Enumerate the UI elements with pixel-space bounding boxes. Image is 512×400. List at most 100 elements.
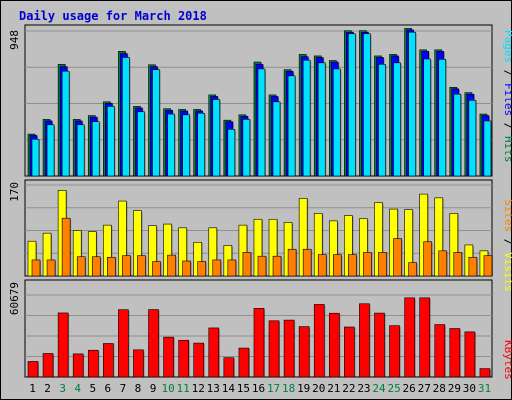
bar-sites-day-29 [453, 252, 463, 277]
bar-pages-day-11 [182, 114, 190, 177]
bar-kbytes-day-20 [313, 304, 325, 378]
bar-pages-day-31 [483, 120, 492, 177]
bar-sites-day-24 [378, 252, 387, 277]
x-tick-label-day-17: 17 [267, 382, 280, 395]
bar-pages-day-4 [76, 124, 85, 177]
x-tick-label-day-16: 16 [252, 382, 265, 395]
legend-separator: / [502, 116, 512, 136]
x-tick-label-day-27: 27 [418, 382, 431, 395]
bar-sites-day-20 [317, 254, 327, 277]
legend-label-kbytes: KBytes [502, 340, 512, 380]
bar-sites-day-17 [272, 255, 282, 277]
x-tick-label-day-18: 18 [282, 382, 295, 395]
bar-kbytes-day-15 [238, 347, 250, 378]
bar-sites-day-4 [76, 256, 86, 277]
bar-pages-day-17 [272, 101, 281, 177]
x-tick-label-day-15: 15 [237, 382, 250, 395]
bar-sites-day-27 [423, 241, 432, 277]
chart-panel-kbytes: 60679 KBytes [8, 279, 512, 380]
bar-sites-day-21 [332, 254, 342, 277]
bar-sites-day-18 [287, 248, 297, 277]
x-tick-label-day-11: 11 [177, 382, 190, 395]
bar-sites-day-14 [227, 259, 237, 277]
bar-kbytes-day-29 [449, 328, 461, 378]
bar-pages-day-25 [393, 62, 401, 177]
bar-pages-day-7 [122, 57, 130, 177]
bar-kbytes-day-5 [87, 349, 99, 378]
bar-sites-day-26 [408, 262, 417, 277]
bar-sites-day-25 [393, 238, 402, 277]
x-tick-label-day-9: 9 [150, 382, 157, 395]
bar-pages-day-1 [31, 138, 40, 177]
x-tick-label-day-31: 31 [478, 382, 491, 395]
bar-kbytes-day-23 [359, 303, 370, 378]
x-tick-label-day-25: 25 [387, 382, 400, 395]
bar-pages-day-27 [423, 58, 431, 177]
x-tick-label-day-1: 1 [29, 382, 36, 395]
bar-kbytes-day-30 [464, 331, 476, 378]
x-tick-label-day-2: 2 [44, 382, 51, 395]
bar-sites-day-5 [91, 256, 101, 277]
bar-kbytes-day-18 [283, 319, 295, 378]
x-tick-label-day-8: 8 [135, 382, 142, 395]
legend-separator: / [502, 232, 512, 252]
bar-pages-day-21 [332, 68, 341, 177]
x-tick-label-day-26: 26 [403, 382, 416, 395]
bar-pages-day-12 [197, 112, 206, 177]
bar-sites-day-9 [152, 261, 161, 277]
bar-kbytes-day-16 [253, 308, 265, 378]
bar-kbytes-day-17 [268, 320, 280, 378]
bar-pages-day-20 [317, 62, 326, 177]
chart-panel-visits-sites: 170 Sites / Visits [8, 179, 512, 292]
bar-pages-day-30 [468, 99, 477, 177]
x-tick-label-day-20: 20 [312, 382, 325, 395]
bar-pages-day-19 [302, 59, 311, 177]
bar-pages-day-13 [212, 99, 221, 177]
bar-pages-day-24 [378, 64, 386, 177]
bar-sites-day-2 [46, 259, 56, 277]
bar-sites-day-7 [122, 255, 131, 277]
bar-pages-day-28 [438, 58, 447, 177]
legend-label-hits-files-pages: Pages / Files / Hits [502, 30, 512, 163]
bar-kbytes-day-28 [434, 324, 446, 378]
bar-sites-day-13 [212, 259, 222, 277]
x-tick-label-day-23: 23 [357, 382, 370, 395]
bar-kbytes-day-21 [328, 312, 340, 378]
bar-kbytes-day-27 [419, 297, 430, 378]
x-tick-label-day-24: 24 [372, 382, 386, 395]
y-axis-max-label-hits-files-pages: 948 [8, 30, 21, 50]
bar-pages-day-16 [257, 68, 266, 177]
x-tick-label-day-12: 12 [192, 382, 205, 395]
bar-sites-day-1 [31, 259, 41, 277]
bar-pages-day-10 [167, 113, 175, 177]
bar-sites-day-23 [363, 252, 372, 277]
x-tick-label-day-6: 6 [105, 382, 112, 395]
x-tick-label-day-3: 3 [59, 382, 66, 395]
bar-pages-day-23 [363, 33, 371, 177]
bar-sites-day-16 [257, 255, 267, 277]
bar-pages-day-15 [242, 119, 251, 177]
bar-kbytes-day-9 [148, 309, 159, 378]
bar-pages-day-9 [152, 69, 160, 177]
bar-sites-day-10 [167, 254, 176, 277]
bar-sites-day-6 [107, 256, 116, 277]
bar-kbytes-day-24 [374, 312, 385, 378]
bar-kbytes-day-19 [298, 326, 310, 378]
x-tick-label-day-28: 28 [433, 382, 446, 395]
bar-sites-day-11 [182, 260, 191, 277]
bar-pages-day-6 [107, 106, 115, 177]
bar-kbytes-day-25 [389, 325, 400, 378]
bar-kbytes-day-12 [193, 342, 205, 378]
y-axis-max-label-visits-sites: 170 [8, 182, 21, 202]
bar-pages-day-2 [46, 124, 55, 177]
bar-kbytes-day-11 [178, 339, 189, 378]
bar-pages-day-5 [91, 121, 100, 177]
legend-entry-pages: Pages [502, 30, 512, 63]
legend-entry-sites: Sites [502, 199, 512, 232]
bar-kbytes-day-8 [133, 349, 144, 378]
bar-sites-day-22 [348, 254, 357, 277]
bar-kbytes-day-6 [103, 343, 114, 378]
x-tick-label-day-5: 5 [89, 382, 96, 395]
bar-pages-day-29 [453, 93, 462, 177]
bar-kbytes-day-14 [223, 357, 235, 378]
